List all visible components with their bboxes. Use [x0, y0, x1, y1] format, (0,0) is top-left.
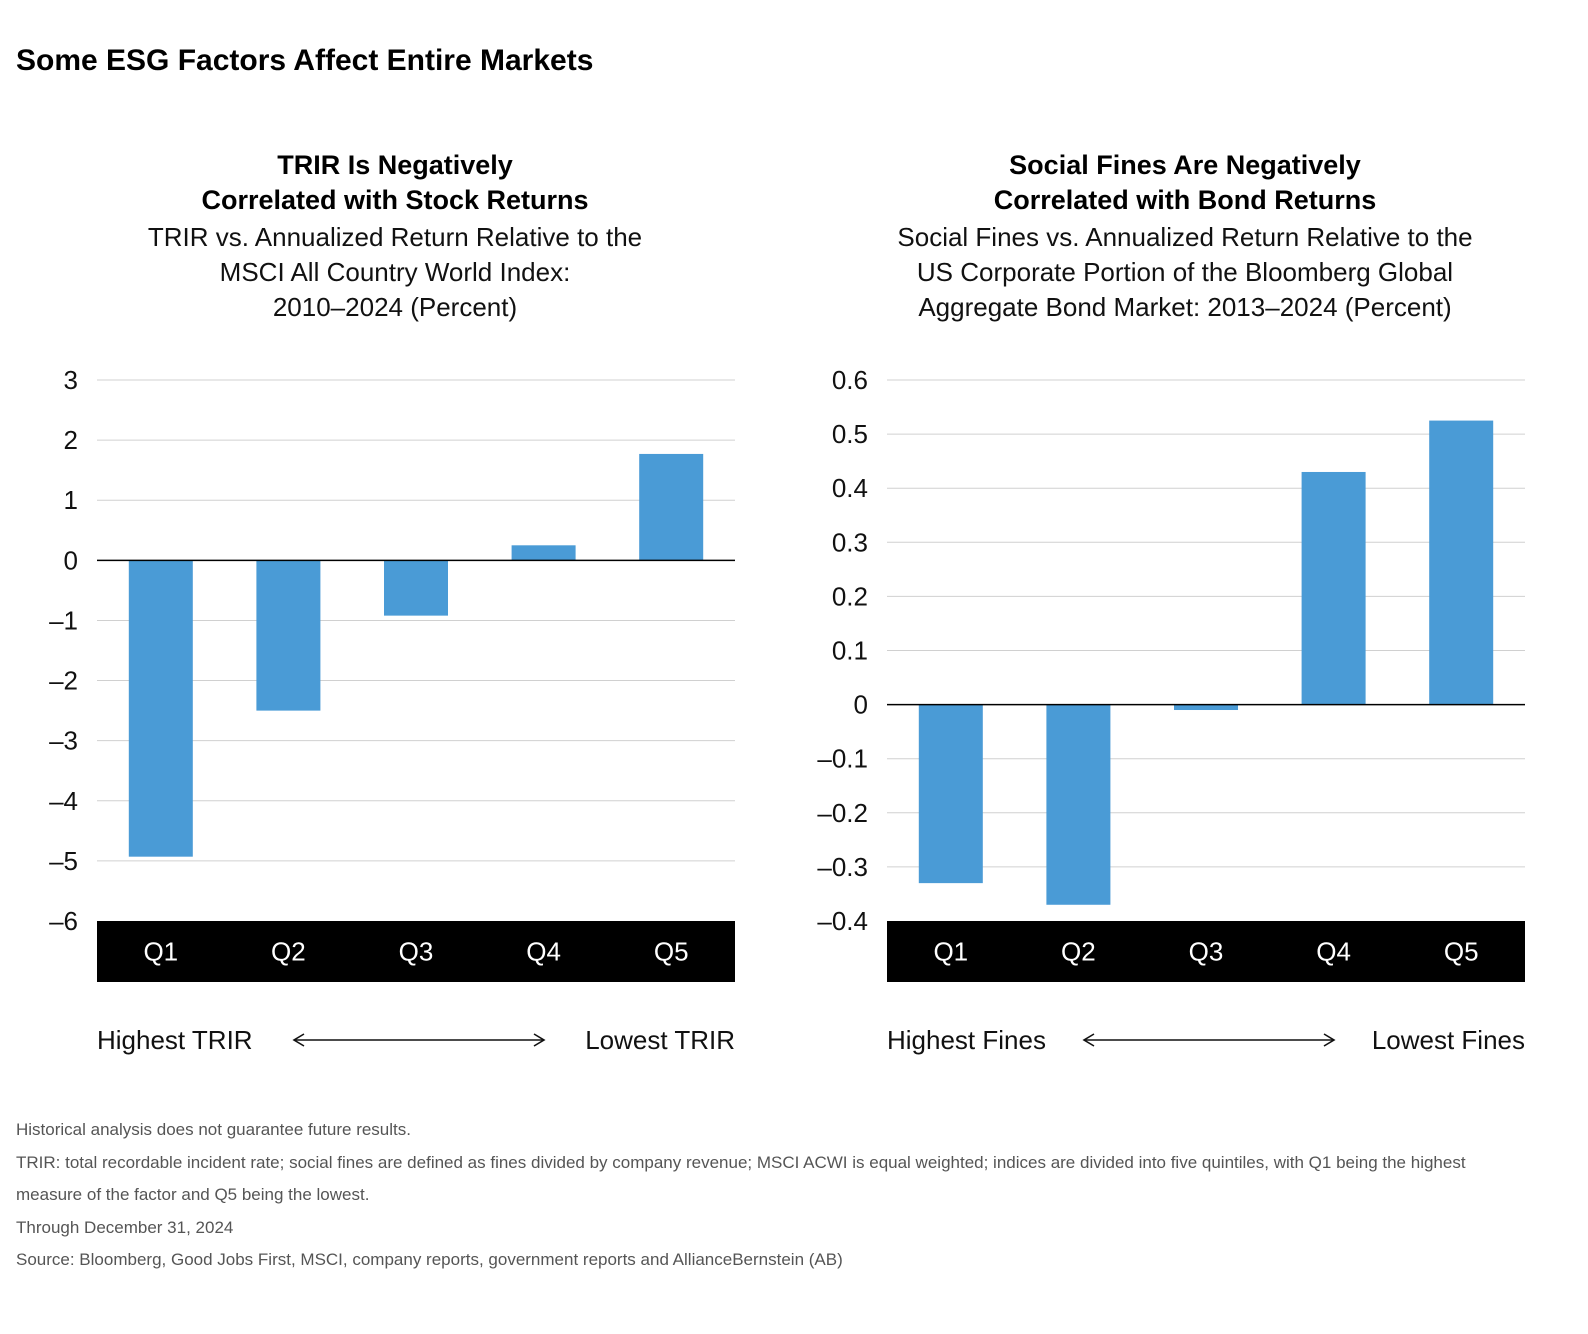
- category-label: Q2: [271, 937, 306, 967]
- bar: [511, 545, 576, 561]
- chart-subtitle-line: 2010–2024 (Percent): [272, 292, 518, 322]
- category-band: [887, 921, 1525, 982]
- category-label: Q2: [1061, 937, 1096, 967]
- chart-subtitle-line: US Corporate Portion of the Bloomberg Gl…: [916, 257, 1454, 287]
- footnote-source: Source: Bloomberg, Good Jobs First, MSCI…: [16, 1250, 843, 1269]
- y-tick-label: –0.3: [817, 852, 868, 882]
- chart-panel-social-fines: Social Fines Are Negatively Correlated w…: [790, 148, 1580, 1068]
- y-tick-label: 0: [64, 545, 78, 575]
- y-tick-label: –3: [49, 726, 78, 756]
- category-label: Q1: [143, 937, 178, 967]
- chart-panel-trir: TRIR Is Negatively Correlated with Stock…: [0, 148, 790, 1068]
- category-label: Q4: [1316, 937, 1351, 967]
- bar: [128, 560, 193, 857]
- y-tick-label: –2: [49, 666, 78, 696]
- category-label: Q3: [399, 937, 434, 967]
- category-label: Q1: [933, 937, 968, 967]
- chart-subtitle-line: Social Fines vs. Annualized Return Relat…: [897, 222, 1473, 252]
- bar: [1046, 704, 1111, 905]
- chart-subtitle-line: TRIR vs. Annualized Return Relative to t…: [147, 222, 643, 252]
- category-band: [97, 921, 735, 982]
- scale-left-label: Highest Fines: [887, 1025, 1046, 1055]
- y-tick-label: –5: [49, 846, 78, 876]
- y-tick-label: 0.5: [832, 419, 868, 449]
- footnotes: Historical analysis does not guarantee f…: [16, 1114, 1556, 1277]
- y-tick-label: 0.3: [832, 527, 868, 557]
- arrow-right-head-icon: [1323, 1033, 1336, 1047]
- category-label: Q3: [1189, 937, 1224, 967]
- y-tick-label: 3: [64, 365, 78, 395]
- chart-subtitle: Social Fines vs. Annualized Return Relat…: [790, 220, 1580, 325]
- category-label: Q5: [1444, 937, 1479, 967]
- chart-subtitle-line: Aggregate Bond Market: 2013–2024 (Percen…: [918, 292, 1452, 322]
- chart-subtitle: TRIR vs. Annualized Return Relative to t…: [0, 220, 790, 325]
- chart-title: Social Fines Are Negatively Correlated w…: [790, 148, 1580, 218]
- y-tick-label: 1: [64, 485, 78, 515]
- chart-title-line: Correlated with Bond Returns: [993, 185, 1377, 215]
- scale-right-label: Lowest TRIR: [585, 1025, 735, 1055]
- scale-left-label: Highest TRIR: [97, 1025, 253, 1055]
- category-label: Q4: [526, 937, 561, 967]
- page-title: Some ESG Factors Affect Entire Markets: [16, 44, 594, 77]
- bar: [1429, 420, 1494, 705]
- y-tick-label: 0.6: [832, 365, 868, 395]
- chart-title-line: TRIR Is Negatively: [277, 150, 513, 180]
- y-tick-label: –4: [49, 786, 78, 816]
- y-tick-label: –6: [49, 906, 78, 936]
- y-tick-label: 0.2: [832, 581, 868, 611]
- bar-chart-trir: 3 2 1 0 –1 –2 –3 –4 –5 –6 Q1 Q2 Q3 Q4 Q5 Highest TRIR Lo…: [49, 365, 735, 1055]
- footnote-definitions-cont: measure of the factor and Q5 being the l…: [16, 1185, 370, 1204]
- chart-subtitle-line: MSCI All Country World Index:: [219, 257, 571, 287]
- arrow-left-head-icon: [292, 1033, 305, 1047]
- y-tick-label: 0.1: [832, 636, 868, 666]
- scale-right-label: Lowest Fines: [1372, 1025, 1525, 1055]
- chart-title-line: Correlated with Stock Returns: [201, 185, 589, 215]
- y-tick-label: –0.4: [817, 906, 868, 936]
- bar: [1301, 471, 1366, 705]
- bar-chart-social-fines: 0.6 0.5 0.4 0.3 0.2 0.1 0 –0.1 –0.2 –0.3 –0.4 Q1 Q2 Q…: [817, 365, 1525, 1055]
- bar: [1174, 704, 1238, 711]
- bar: [639, 453, 704, 561]
- y-tick-label: 0: [854, 690, 868, 720]
- chart-title: TRIR Is Negatively Correlated with Stock…: [0, 148, 790, 218]
- y-tick-label: –1: [49, 605, 78, 635]
- chart-title-line: Social Fines Are Negatively: [1009, 150, 1361, 180]
- category-label: Q5: [654, 937, 689, 967]
- bar: [256, 560, 321, 711]
- footnote-definitions: TRIR: total recordable incident rate; so…: [16, 1152, 1466, 1172]
- footnote-disclaimer: Historical analysis does not guarantee f…: [16, 1120, 411, 1139]
- y-tick-label: –0.2: [817, 798, 868, 828]
- arrow-left-head-icon: [1082, 1033, 1095, 1047]
- y-tick-label: 0.4: [832, 473, 868, 503]
- y-tick-label: 2: [64, 425, 78, 455]
- footnote-date: Through December 31, 2024: [16, 1217, 234, 1237]
- arrow-right-head-icon: [533, 1033, 546, 1047]
- bar: [918, 704, 983, 884]
- y-tick-label: –0.1: [817, 744, 868, 774]
- bar: [384, 560, 448, 616]
